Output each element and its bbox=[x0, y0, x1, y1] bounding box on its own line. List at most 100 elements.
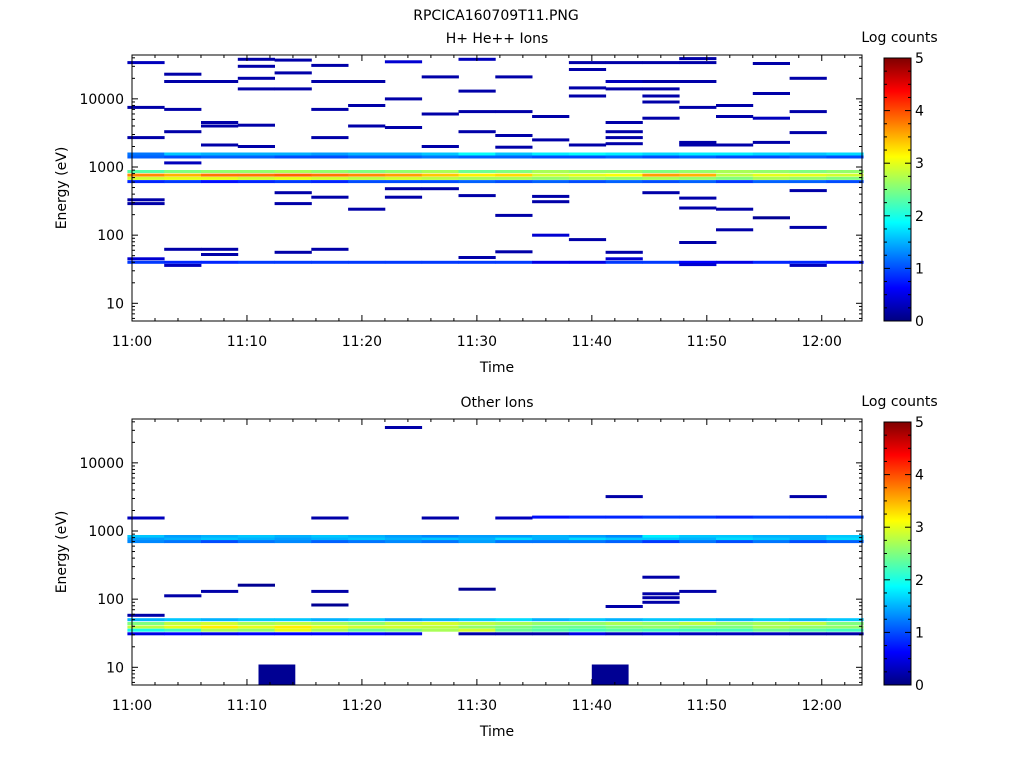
band-cell bbox=[237, 618, 275, 622]
data-block bbox=[258, 664, 296, 685]
band-cell bbox=[348, 155, 386, 159]
band-cell bbox=[642, 155, 680, 159]
data-cell bbox=[311, 589, 349, 593]
band-cell bbox=[495, 632, 533, 636]
band-cell bbox=[495, 170, 533, 173]
band-cell bbox=[421, 152, 459, 156]
data-cell bbox=[164, 247, 202, 251]
band-cell bbox=[458, 176, 496, 180]
band-cell bbox=[679, 537, 717, 541]
data-cell bbox=[789, 131, 827, 135]
band-cell bbox=[237, 622, 275, 625]
data-cell bbox=[642, 116, 680, 120]
data-cell bbox=[642, 191, 680, 195]
band-cell bbox=[679, 176, 717, 180]
band-cell bbox=[458, 170, 496, 173]
data-cell bbox=[201, 143, 239, 147]
data-cell bbox=[642, 592, 680, 596]
data-cell bbox=[679, 143, 717, 147]
data-cell bbox=[605, 87, 643, 91]
band-cell bbox=[605, 260, 643, 264]
band-cell bbox=[274, 537, 312, 541]
band-cell bbox=[458, 537, 496, 541]
data-cell bbox=[274, 58, 312, 62]
band-cell bbox=[679, 152, 717, 156]
data-cell bbox=[127, 198, 165, 202]
x-tick-label: 11:00 bbox=[112, 698, 152, 714]
data-cell bbox=[568, 238, 607, 242]
band-cell bbox=[384, 618, 423, 622]
data-cell bbox=[679, 589, 717, 593]
band-cell bbox=[605, 535, 643, 538]
band-cell bbox=[495, 180, 533, 184]
data-cell bbox=[789, 76, 827, 80]
band-cell bbox=[421, 537, 459, 541]
band-cell bbox=[311, 537, 349, 541]
axes-frame bbox=[131, 54, 863, 322]
band-cell bbox=[752, 618, 790, 622]
band-cell bbox=[164, 170, 202, 173]
data-cell bbox=[237, 145, 275, 148]
colorbar-tick-label: 1 bbox=[915, 261, 924, 277]
band-cell bbox=[568, 180, 607, 184]
data-cell bbox=[458, 194, 496, 198]
band-cell bbox=[716, 176, 754, 180]
band-cell bbox=[679, 515, 717, 519]
band-cell bbox=[826, 152, 864, 156]
colorbar bbox=[883, 57, 912, 322]
data-cell bbox=[789, 189, 827, 193]
data-cell bbox=[274, 250, 312, 254]
x-tick-label: 12:00 bbox=[802, 334, 842, 350]
data-cell bbox=[384, 426, 423, 429]
band-cell bbox=[384, 622, 423, 625]
band-cell bbox=[752, 260, 790, 264]
data-cell bbox=[274, 87, 312, 91]
y-tick-label: 1000 bbox=[88, 524, 124, 540]
band-cell bbox=[679, 632, 717, 636]
x-tick-label: 11:40 bbox=[572, 334, 612, 350]
band-cell bbox=[274, 176, 312, 180]
data-cell bbox=[458, 256, 496, 259]
data-cell bbox=[127, 613, 165, 617]
band-cell bbox=[716, 155, 754, 159]
band-cell bbox=[679, 535, 717, 538]
x-tick-label: 11:50 bbox=[687, 334, 727, 350]
data-cell bbox=[421, 516, 459, 520]
band-cell bbox=[311, 625, 349, 629]
data-cell bbox=[568, 86, 607, 90]
band-cell bbox=[164, 622, 202, 625]
data-cell bbox=[605, 80, 643, 83]
y-tick-label: 10000 bbox=[79, 92, 124, 108]
band-cell bbox=[716, 152, 754, 156]
band-cell bbox=[237, 170, 275, 173]
band-cell bbox=[384, 176, 423, 180]
band-cell bbox=[237, 152, 275, 156]
band-cell bbox=[716, 170, 754, 173]
band-cell bbox=[532, 170, 570, 173]
band-cell bbox=[237, 155, 275, 159]
band-cell bbox=[642, 176, 680, 180]
band-cell bbox=[642, 628, 680, 632]
band-cell bbox=[532, 618, 570, 622]
band-cell bbox=[642, 260, 680, 264]
band-cell bbox=[568, 176, 607, 180]
band-cell bbox=[532, 622, 570, 625]
band-cell bbox=[642, 540, 680, 544]
colorbar-tick-label: 2 bbox=[915, 573, 924, 589]
data-cell bbox=[311, 107, 349, 111]
band-cell bbox=[201, 535, 239, 538]
data-cell bbox=[384, 195, 423, 199]
band-cell bbox=[495, 625, 533, 629]
band-cell bbox=[458, 152, 496, 156]
band-cell bbox=[201, 152, 239, 156]
data-cell bbox=[311, 516, 349, 520]
band-cell bbox=[384, 625, 423, 629]
band-cell bbox=[532, 155, 570, 159]
band-cell bbox=[274, 628, 312, 632]
data-cell bbox=[458, 587, 496, 591]
band-cell bbox=[679, 173, 717, 177]
band-cell bbox=[237, 628, 275, 632]
band-cell bbox=[127, 173, 165, 177]
band-cell bbox=[458, 535, 496, 538]
data-cell bbox=[384, 187, 423, 191]
